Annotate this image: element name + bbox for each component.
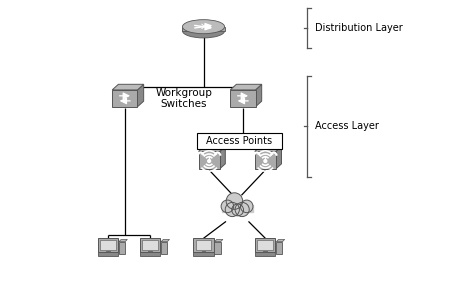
Polygon shape	[214, 239, 222, 242]
Text: Access Points: Access Points	[206, 136, 272, 146]
FancyBboxPatch shape	[193, 252, 213, 256]
FancyBboxPatch shape	[221, 205, 253, 212]
FancyBboxPatch shape	[142, 240, 158, 250]
FancyBboxPatch shape	[255, 252, 275, 256]
Polygon shape	[255, 84, 261, 107]
Text: Access Layer: Access Layer	[314, 121, 377, 132]
Polygon shape	[112, 84, 143, 90]
Polygon shape	[230, 84, 261, 90]
Polygon shape	[219, 146, 225, 169]
FancyBboxPatch shape	[119, 242, 125, 254]
FancyBboxPatch shape	[230, 90, 255, 107]
FancyBboxPatch shape	[112, 90, 137, 107]
FancyBboxPatch shape	[276, 242, 282, 254]
FancyBboxPatch shape	[254, 151, 275, 169]
Text: Workgroup
Switches: Workgroup Switches	[155, 88, 212, 109]
Circle shape	[231, 204, 243, 216]
FancyBboxPatch shape	[106, 251, 110, 254]
Polygon shape	[161, 239, 169, 242]
Polygon shape	[119, 239, 127, 242]
FancyBboxPatch shape	[197, 133, 281, 149]
Text: Distribution Layer: Distribution Layer	[314, 23, 401, 33]
Ellipse shape	[182, 24, 224, 38]
Circle shape	[240, 200, 253, 213]
FancyBboxPatch shape	[98, 238, 118, 252]
Polygon shape	[276, 239, 284, 242]
Circle shape	[226, 193, 242, 209]
FancyBboxPatch shape	[140, 238, 160, 252]
Polygon shape	[254, 146, 281, 151]
FancyBboxPatch shape	[193, 238, 213, 252]
FancyBboxPatch shape	[148, 251, 152, 254]
Text: ✕: ✕	[199, 22, 207, 32]
Polygon shape	[182, 27, 224, 31]
Polygon shape	[275, 146, 281, 169]
FancyBboxPatch shape	[98, 252, 118, 256]
Circle shape	[207, 160, 210, 162]
Circle shape	[225, 202, 239, 217]
FancyBboxPatch shape	[198, 151, 219, 169]
FancyBboxPatch shape	[214, 242, 220, 254]
FancyBboxPatch shape	[201, 251, 205, 254]
FancyBboxPatch shape	[195, 240, 211, 250]
FancyBboxPatch shape	[257, 240, 272, 250]
FancyBboxPatch shape	[100, 240, 115, 250]
Circle shape	[221, 200, 233, 213]
FancyBboxPatch shape	[140, 252, 160, 256]
FancyBboxPatch shape	[263, 251, 267, 254]
Ellipse shape	[182, 20, 224, 34]
FancyBboxPatch shape	[255, 238, 275, 252]
Polygon shape	[198, 146, 225, 151]
FancyBboxPatch shape	[161, 242, 167, 254]
Circle shape	[235, 202, 249, 217]
Circle shape	[263, 160, 266, 162]
Polygon shape	[137, 84, 143, 107]
